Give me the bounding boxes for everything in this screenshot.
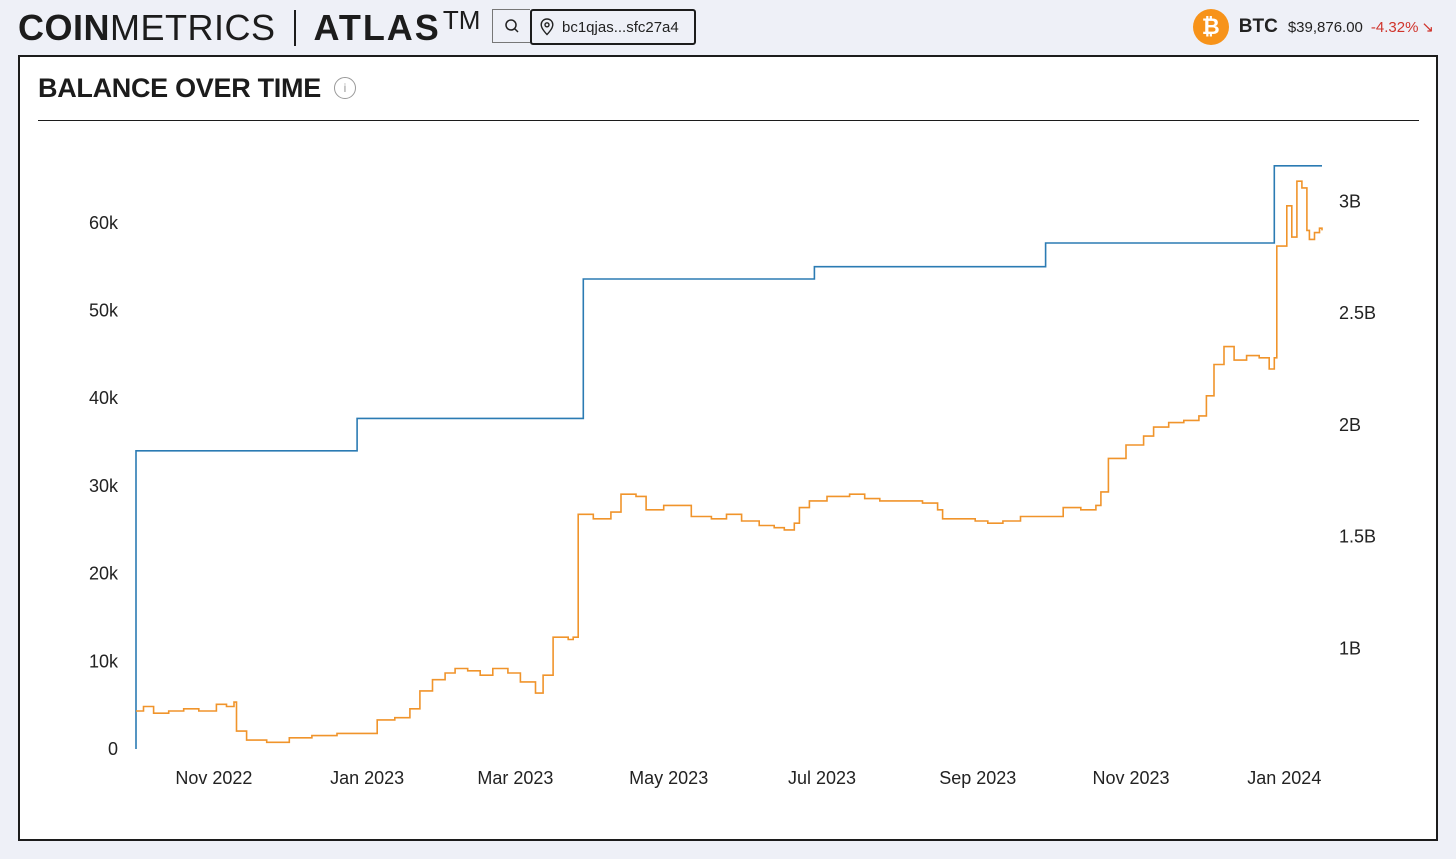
balance-chart: 0 10k 20k 30k 40k 50k 60k 1B 1.5B 2B 2.5B 3B Nov 202… (89, 165, 1376, 788)
x-tick-label: Nov 2023 (1093, 768, 1170, 788)
asset-price: $39,876.00 (1287, 18, 1363, 36)
asset-change: -4.32% (1370, 18, 1419, 36)
x-tick-label: May 2023 (629, 768, 708, 788)
info-icon[interactable]: i (334, 77, 356, 99)
logo-divider (293, 10, 296, 46)
value-line[interactable] (136, 180, 1323, 744)
location-pin-icon (540, 18, 554, 36)
x-tick-label: Mar 2023 (477, 768, 553, 788)
x-tick-label: Sep 2023 (939, 768, 1016, 788)
y-left-tick-label: 0 (108, 739, 118, 759)
logo-atlas-text: ATLAS (313, 7, 441, 48)
y-left-tick-label: 60k (89, 213, 119, 233)
coinmetrics-atlas-logo[interactable]: COIN METRICS ATLAS TM (18, 4, 481, 49)
arrow-down-right-icon: ↘ (1421, 19, 1434, 36)
bitcoin-icon: ₿ (1192, 9, 1229, 45)
logo-coin-text: COIN (18, 7, 110, 48)
x-tick-label: Jul 2023 (788, 768, 856, 788)
balance-step-line[interactable] (135, 165, 1322, 749)
y-left-tick-label: 30k (89, 476, 119, 496)
y-right-tick-label: 3B (1339, 191, 1361, 211)
search-button[interactable] (492, 9, 530, 43)
address-text: bc1qjas...sfc27a4 (562, 18, 679, 36)
address-field[interactable]: bc1qjas...sfc27a4 (530, 9, 696, 45)
y-right-tick-label: 2.5B (1339, 303, 1376, 323)
y-right-tick-label: 1.5B (1339, 527, 1376, 547)
x-tick-label: Nov 2022 (175, 768, 252, 788)
top-bar: COIN METRICS ATLAS TM bc1qjas...sfc27a4 ₿ … (0, 0, 1456, 54)
search-icon (504, 19, 519, 33)
y-right-tick-label: 2B (1339, 415, 1361, 435)
logo-metrics-text: METRICS (110, 7, 276, 48)
y-left-tick-label: 10k (89, 651, 119, 671)
y-right-tick-label: 1B (1339, 638, 1361, 658)
balance-over-time-card: BALANCE OVER TIME i 0 10k 20k 30k 40k 50k 60k 1… (18, 55, 1438, 841)
x-tick-label: Jan 2024 (1247, 768, 1321, 788)
y-left-tick-label: 20k (89, 564, 119, 584)
btc-price-ticker[interactable]: ₿ BTC $39,876.00 -4.32% ↘ (1192, 9, 1434, 45)
y-left-tick-label: 40k (89, 388, 119, 408)
title-divider (38, 120, 1419, 121)
y-left-tick-label: 50k (89, 301, 119, 321)
logo-trademark: TM (442, 4, 481, 35)
x-tick-label: Jan 2023 (330, 768, 404, 788)
card-title: BALANCE OVER TIME (38, 73, 321, 103)
asset-symbol: BTC (1238, 16, 1278, 37)
